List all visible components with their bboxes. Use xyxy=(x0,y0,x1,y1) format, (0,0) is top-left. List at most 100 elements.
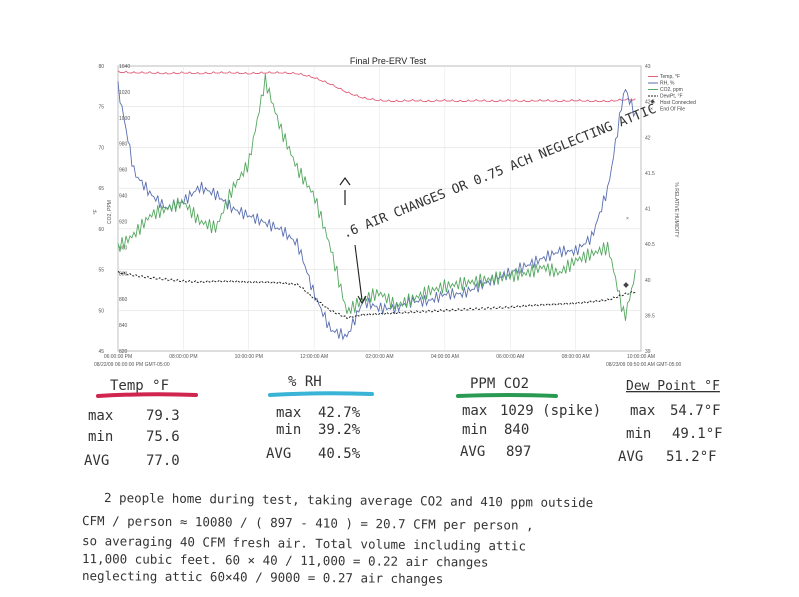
x-tick: 06:00:00 PM xyxy=(104,354,132,360)
summary-temp-header: Temp °F xyxy=(110,378,169,394)
y-tick-co2: 940 xyxy=(119,194,128,200)
y-tick-right: 42 xyxy=(645,135,651,141)
y-tick-right: 41.5 xyxy=(645,171,655,177)
y-tick-co2: 1000 xyxy=(119,116,130,122)
summary-co2-avg-label: AVG xyxy=(460,444,485,460)
series-line-dewpt xyxy=(117,270,636,319)
annotation-arrow xyxy=(339,176,367,305)
y-tick-left: 55 xyxy=(98,268,104,274)
summary-rh-max: 42.7% xyxy=(318,405,361,421)
x-tick: 10:00:00 PM xyxy=(235,354,263,360)
y-label-right: % RELATIVE HUMIDITY xyxy=(673,182,679,238)
legend-label: CO2, ppm xyxy=(660,87,683,93)
summary-rh-avg-label: AVG xyxy=(266,446,291,462)
y-tick-right: 40 xyxy=(645,278,651,284)
legend-label: Host Connected xyxy=(660,100,696,106)
summary-temp: Temp °F max 79.3 min 75.6 AVG 77.0 xyxy=(84,378,198,469)
host-connected-marker xyxy=(623,282,629,288)
x-tick: 02:00:00 AM xyxy=(365,354,393,360)
series-lines: × xyxy=(117,70,636,341)
y-tick-right: 40.5 xyxy=(645,242,655,248)
legend-label: End Of File xyxy=(660,107,685,113)
legend-label: DewPt, °F xyxy=(660,94,683,100)
y-tick-right: 43 xyxy=(645,64,651,70)
y-tick-co2: 900 xyxy=(119,245,128,251)
handwritten-notes: 2 people home during test, taking averag… xyxy=(82,490,593,586)
summary-rh-min: 39.2% xyxy=(318,422,361,438)
series-line-rh xyxy=(117,81,636,341)
y-tick-left: 60 xyxy=(98,227,104,233)
summary-co2-max: 1029 (spike) xyxy=(500,403,601,419)
y-tick-co2: 840 xyxy=(119,323,128,329)
summary-dew-min-label: min xyxy=(626,426,651,442)
summary-co2-min: 840 xyxy=(504,422,529,438)
note-line-3: so averaging 40 CFM fresh air. Total vol… xyxy=(82,533,526,553)
y-axis-right: 43 42.5 42 41.5 41 40.5 40 39.5 39 xyxy=(645,64,655,355)
y-tick-left: 65 xyxy=(98,186,104,192)
summary-co2-header: PPM CO2 xyxy=(470,376,529,392)
note-line-1: 2 people home during test, taking averag… xyxy=(104,490,593,510)
summary-co2-avg: 897 xyxy=(506,444,531,460)
y-tick-co2: 1040 xyxy=(119,64,130,70)
series-line-co2 xyxy=(117,73,636,321)
summary-temp-max-label: max xyxy=(88,408,113,424)
legend-label: Temp, °F xyxy=(660,74,680,80)
y-tick-right: 41 xyxy=(645,207,651,213)
x-start-label: 08/22/09 06:00:00 PM GMT-05:00 xyxy=(94,362,170,368)
y-label-left: °F xyxy=(93,209,99,214)
summary-dew-min: 49.1°F xyxy=(672,426,723,442)
y-tick-co2: 820 xyxy=(119,349,128,355)
y-label-mid: CO2, PPM xyxy=(107,200,113,224)
note-line-5: neglecting attic 60×40 / 9000 = 0.27 air… xyxy=(82,568,443,586)
x-tick: 04:00:00 AM xyxy=(431,354,459,360)
summary-dew-avg-label: AVG xyxy=(618,449,643,465)
y-tick-right: 39.5 xyxy=(645,313,655,319)
summary-dew-max: 54.7°F xyxy=(670,403,721,419)
series-line-temp xyxy=(117,70,636,103)
summary-temp-min: 75.6 xyxy=(146,429,180,445)
summary-rh-header: % RH xyxy=(288,374,322,390)
y-tick-co2: 880 xyxy=(119,271,128,277)
summary-rh-max-label: max xyxy=(276,405,301,421)
x-tick: 08:00:00 PM xyxy=(169,354,197,360)
x-tick: 12:00:00 AM xyxy=(300,354,328,360)
summary-temp-max: 79.3 xyxy=(146,408,180,424)
y-tick-co2: 980 xyxy=(119,142,128,148)
summary-dew-avg: 51.2°F xyxy=(666,449,717,465)
y-tick-co2: 860 xyxy=(119,297,128,303)
chart-title: Final Pre-ERV Test xyxy=(350,56,427,66)
y-tick-left: 45 xyxy=(98,349,104,355)
summary-rh-avg: 40.5% xyxy=(318,446,361,462)
note-line-4: 11,000 cubic feet. 60 × 40 / 11,000 = 0.… xyxy=(82,551,489,570)
y-axis-co2: 1040 1020 1000 980 960 940 920 900 880 860 840 820 xyxy=(119,64,130,355)
x-end-label: 08/23/09 09:50:00 AM GMT-05:00 xyxy=(606,362,682,368)
summary-dew-max-label: max xyxy=(630,403,655,419)
summary-rh-min-label: min xyxy=(276,422,301,438)
summary-temp-min-label: min xyxy=(88,429,113,445)
y-tick-co2: 1020 xyxy=(119,90,130,96)
y-tick-left: 50 xyxy=(98,308,104,314)
x-tick: 08:00:00 AM xyxy=(562,354,590,360)
y-tick-left: 75 xyxy=(98,105,104,111)
note-line-2: CFM / person ≈ 10080 / ( 897 - 410 ) = 2… xyxy=(82,513,534,533)
y-tick-co2: 920 xyxy=(119,219,128,225)
summary-dew-header: Dew Point °F xyxy=(626,379,720,394)
gridlines xyxy=(117,65,642,352)
y-tick-left: 70 xyxy=(98,145,104,151)
summary-temp-avg: 77.0 xyxy=(146,453,180,469)
summary-dew: Dew Point °F max 54.7°F min 49.1°F AVG 5… xyxy=(618,379,723,465)
y-axis-left: 80 75 70 65 60 55 50 45 xyxy=(98,64,104,355)
x-tick: 10:00:00 AM xyxy=(627,354,655,360)
summary-co2-max-label: max xyxy=(462,403,487,419)
y-tick-right: 42.5 xyxy=(645,100,655,106)
legend-eof-icon: × xyxy=(650,107,653,113)
legend-label: RH, % xyxy=(660,81,675,87)
summary-temp-avg-label: AVG xyxy=(84,453,109,469)
end-of-file-marker: × xyxy=(626,216,629,222)
y-tick-left: 80 xyxy=(98,64,104,70)
y-tick-right: 39 xyxy=(645,349,651,355)
y-tick-co2: 960 xyxy=(119,168,128,174)
summary-rh: % RH max 42.7% min 39.2% AVG 40.5% xyxy=(266,374,374,462)
